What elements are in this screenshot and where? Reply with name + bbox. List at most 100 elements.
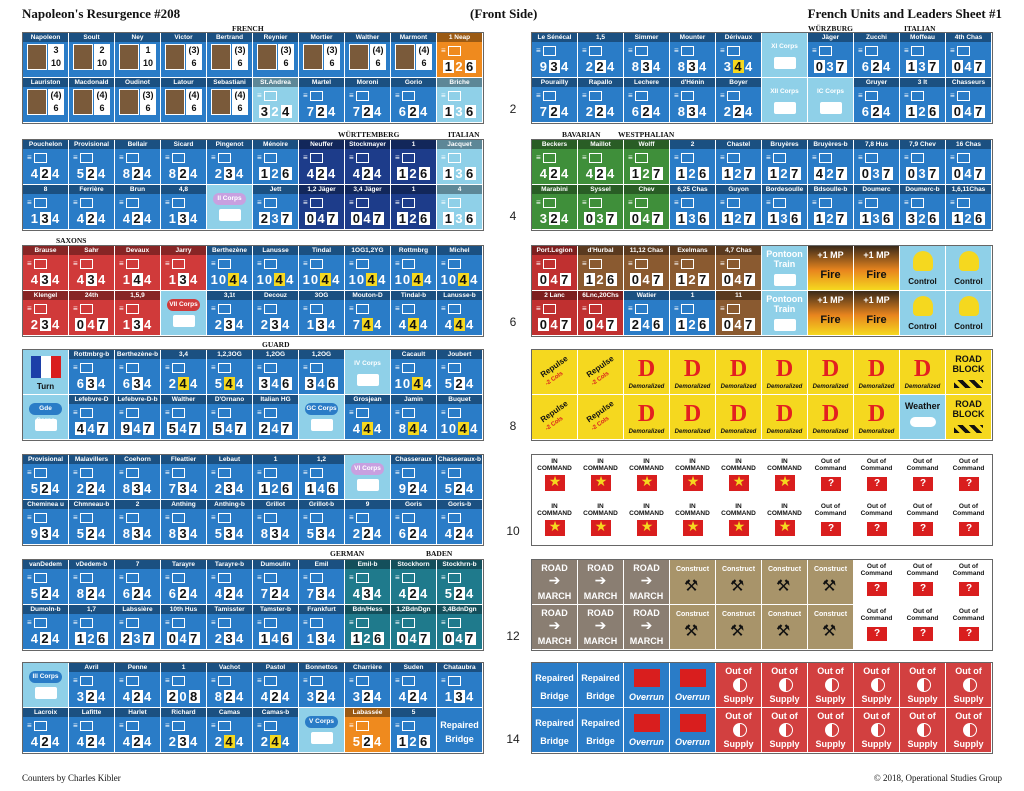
counter[interactable]: Zucchi ≡ 6 2 4 bbox=[854, 33, 900, 78]
counter[interactable]: D Demoralized bbox=[670, 350, 716, 395]
counter[interactable]: Out of Supply bbox=[854, 708, 900, 753]
counter[interactable]: Jett ≡ 2 3 7 bbox=[253, 185, 299, 230]
counter[interactable]: D Demoralized bbox=[670, 395, 716, 440]
counter[interactable]: 3,4 Jäger ≡ 0 4 7 bbox=[345, 185, 391, 230]
counter[interactable]: Construct ⚒ bbox=[716, 560, 762, 605]
counter[interactable]: vanDedem ≡ 5 2 4 bbox=[23, 560, 69, 605]
counter[interactable]: ROAD ➔ MARCH bbox=[532, 605, 578, 650]
counter[interactable]: Out of Supply bbox=[808, 708, 854, 753]
counter[interactable]: Bruyères ≡ 1 2 7 bbox=[762, 140, 808, 185]
counter[interactable]: 1,2,3OG ≡ 5 4 4 bbox=[207, 350, 253, 395]
counter[interactable]: IN COMMAND ★ bbox=[716, 455, 762, 500]
counter[interactable]: ROAD ➔ MARCH bbox=[624, 605, 670, 650]
counter[interactable]: Construct ⚒ bbox=[670, 605, 716, 650]
counter[interactable]: Neuffer ≡ 4 2 4 bbox=[299, 140, 345, 185]
counter[interactable]: Rottmbrg ≡ 10 4 4 bbox=[391, 246, 437, 291]
counter[interactable]: Tarayre ≡ 6 2 4 bbox=[161, 560, 207, 605]
counter[interactable]: Jarry ≡ 1 3 4 bbox=[161, 246, 207, 291]
counter[interactable]: Moroni ≡ 7 2 4 bbox=[345, 78, 391, 123]
counter[interactable]: 7 ≡ 6 2 4 bbox=[115, 560, 161, 605]
counter[interactable]: Repaired Bridge bbox=[532, 663, 578, 708]
counter[interactable]: Out of Supply bbox=[716, 708, 762, 753]
counter[interactable]: Watier ≡ 2 4 6 bbox=[624, 291, 670, 336]
counter[interactable]: Wolff ≡ 1 2 7 bbox=[624, 140, 670, 185]
counter[interactable]: d'Hénin ≡ 8 3 4 bbox=[670, 78, 716, 123]
counter[interactable]: Decouz ≡ 2 3 4 bbox=[253, 291, 299, 336]
counter[interactable]: Weather bbox=[900, 395, 946, 440]
counter[interactable]: Overrun bbox=[624, 663, 670, 708]
counter[interactable]: Ferrière ≡ 4 2 4 bbox=[69, 185, 115, 230]
counter[interactable]: Stockhorn ≡ 4 2 4 bbox=[391, 560, 437, 605]
counter[interactable]: Vachot ≡ 8 2 4 bbox=[207, 663, 253, 708]
counter[interactable]: Out of Command? bbox=[854, 500, 900, 545]
counter[interactable]: Repulse -2 Cols bbox=[532, 395, 578, 440]
counter[interactable]: Italian HG ≡ 2 4 7 bbox=[253, 395, 299, 440]
counter[interactable]: Berthezène ≡ 10 4 4 bbox=[207, 246, 253, 291]
counter[interactable]: 1,2OG ≡ 3 4 6 bbox=[253, 350, 299, 395]
counter[interactable]: Anthing-b ≡ 5 3 4 bbox=[207, 500, 253, 545]
counter[interactable]: Avril ≡ 3 2 4 bbox=[69, 663, 115, 708]
counter[interactable]: Walther (4) 6 bbox=[345, 33, 391, 78]
counter[interactable]: Anthing ≡ 8 3 4 bbox=[161, 500, 207, 545]
counter[interactable]: IN COMMAND ★ bbox=[762, 455, 808, 500]
counter[interactable]: 1 ≡ 1 2 6 bbox=[391, 185, 437, 230]
counter[interactable]: Pontoon Train bbox=[762, 246, 808, 291]
counter[interactable]: 3 lt ≡ 1 2 6 bbox=[900, 78, 946, 123]
counter[interactable]: Repaired Bridge bbox=[532, 708, 578, 753]
counter[interactable]: ROAD ➔ MARCH bbox=[624, 560, 670, 605]
counter[interactable]: Napoleon 3 10 bbox=[23, 33, 69, 78]
counter[interactable]: Stockhrn-b ≡ 5 2 4 bbox=[437, 560, 483, 605]
counter[interactable]: Pingenot ≡ 2 3 4 bbox=[207, 140, 253, 185]
counter[interactable]: 2 Lanc ≡ 0 4 7 bbox=[532, 291, 578, 336]
counter[interactable]: 3,4BdnDgn ≡ 0 4 7 bbox=[437, 605, 483, 650]
counter[interactable]: Chmneau-b ≡ 5 2 4 bbox=[69, 500, 115, 545]
counter[interactable]: Rottmbrg-b ≡ 6 3 4 bbox=[69, 350, 115, 395]
counter[interactable]: Out of Supply bbox=[808, 663, 854, 708]
counter[interactable]: Repaired Bridge bbox=[437, 708, 483, 753]
counter[interactable]: IN COMMAND ★ bbox=[670, 500, 716, 545]
counter[interactable]: Overrun bbox=[670, 663, 716, 708]
counter[interactable]: d'Hurbal ≡ 1 2 6 bbox=[578, 246, 624, 291]
counter[interactable]: Repulse -2 Cols bbox=[578, 350, 624, 395]
counter[interactable]: Construct ⚒ bbox=[716, 605, 762, 650]
counter[interactable]: IN COMMAND ★ bbox=[716, 500, 762, 545]
counter[interactable]: Stockmayer ≡ 4 2 4 bbox=[345, 140, 391, 185]
counter[interactable]: Out of Supply bbox=[946, 663, 992, 708]
counter[interactable]: Lechere ≡ 6 2 4 bbox=[624, 78, 670, 123]
counter[interactable]: 7,8 Hus ≡ 0 3 7 bbox=[854, 140, 900, 185]
counter[interactable]: Rapallo ≡ 2 2 4 bbox=[578, 78, 624, 123]
counter[interactable]: 9 ≡ 2 2 4 bbox=[345, 500, 391, 545]
counter[interactable]: Jäger ≡ 0 3 7 bbox=[808, 33, 854, 78]
counter[interactable]: Simmer ≡ 8 3 4 bbox=[624, 33, 670, 78]
counter[interactable]: Doumerc ≡ 1 3 6 bbox=[854, 185, 900, 230]
counter[interactable]: Grillot-b ≡ 5 3 4 bbox=[299, 500, 345, 545]
counter[interactable]: Out of Command? bbox=[946, 455, 992, 500]
counter[interactable]: Pouchelon ≡ 4 2 4 bbox=[23, 140, 69, 185]
counter[interactable]: 4,8 ≡ 1 3 4 bbox=[161, 185, 207, 230]
counter[interactable]: Pourailly ≡ 7 2 4 bbox=[532, 78, 578, 123]
counter[interactable]: Chataubra ≡ 1 3 4 bbox=[437, 663, 483, 708]
counter[interactable]: Gruyer ≡ 6 2 4 bbox=[854, 78, 900, 123]
counter[interactable]: Out of Supply bbox=[854, 663, 900, 708]
counter[interactable]: ROAD ➔ MARCH bbox=[578, 605, 624, 650]
counter[interactable]: Victor (3) 6 bbox=[161, 33, 207, 78]
counter[interactable]: D Demoralized bbox=[854, 395, 900, 440]
counter[interactable]: 1,2BdnDgn ≡ 0 4 7 bbox=[391, 605, 437, 650]
counter[interactable]: Syssel ≡ 0 3 7 bbox=[578, 185, 624, 230]
counter[interactable]: Lauriston (4) 6 bbox=[23, 78, 69, 123]
counter[interactable]: Marabini ≡ 3 2 4 bbox=[532, 185, 578, 230]
counter[interactable]: Camas-b ≡ 2 4 4 bbox=[253, 708, 299, 753]
counter[interactable]: Dumoln-b ≡ 4 2 4 bbox=[23, 605, 69, 650]
counter[interactable]: IN COMMAND ★ bbox=[624, 500, 670, 545]
counter[interactable]: Walther ≡ 5 4 7 bbox=[161, 395, 207, 440]
counter[interactable]: Chev ≡ 0 4 7 bbox=[624, 185, 670, 230]
counter[interactable]: D Demoralized bbox=[900, 350, 946, 395]
counter[interactable]: 4th Chas ≡ 0 4 7 bbox=[946, 33, 992, 78]
counter[interactable]: Michel ≡ 10 4 4 bbox=[437, 246, 483, 291]
counter[interactable]: V Corps bbox=[299, 708, 345, 753]
counter[interactable]: +1 MP Fire bbox=[808, 246, 854, 291]
counter[interactable]: Labassée ≡ 5 2 4 bbox=[345, 708, 391, 753]
counter[interactable]: D'Ornano ≡ 5 4 7 bbox=[207, 395, 253, 440]
counter[interactable]: IN COMMAND ★ bbox=[532, 455, 578, 500]
counter[interactable]: Out of Command? bbox=[854, 455, 900, 500]
